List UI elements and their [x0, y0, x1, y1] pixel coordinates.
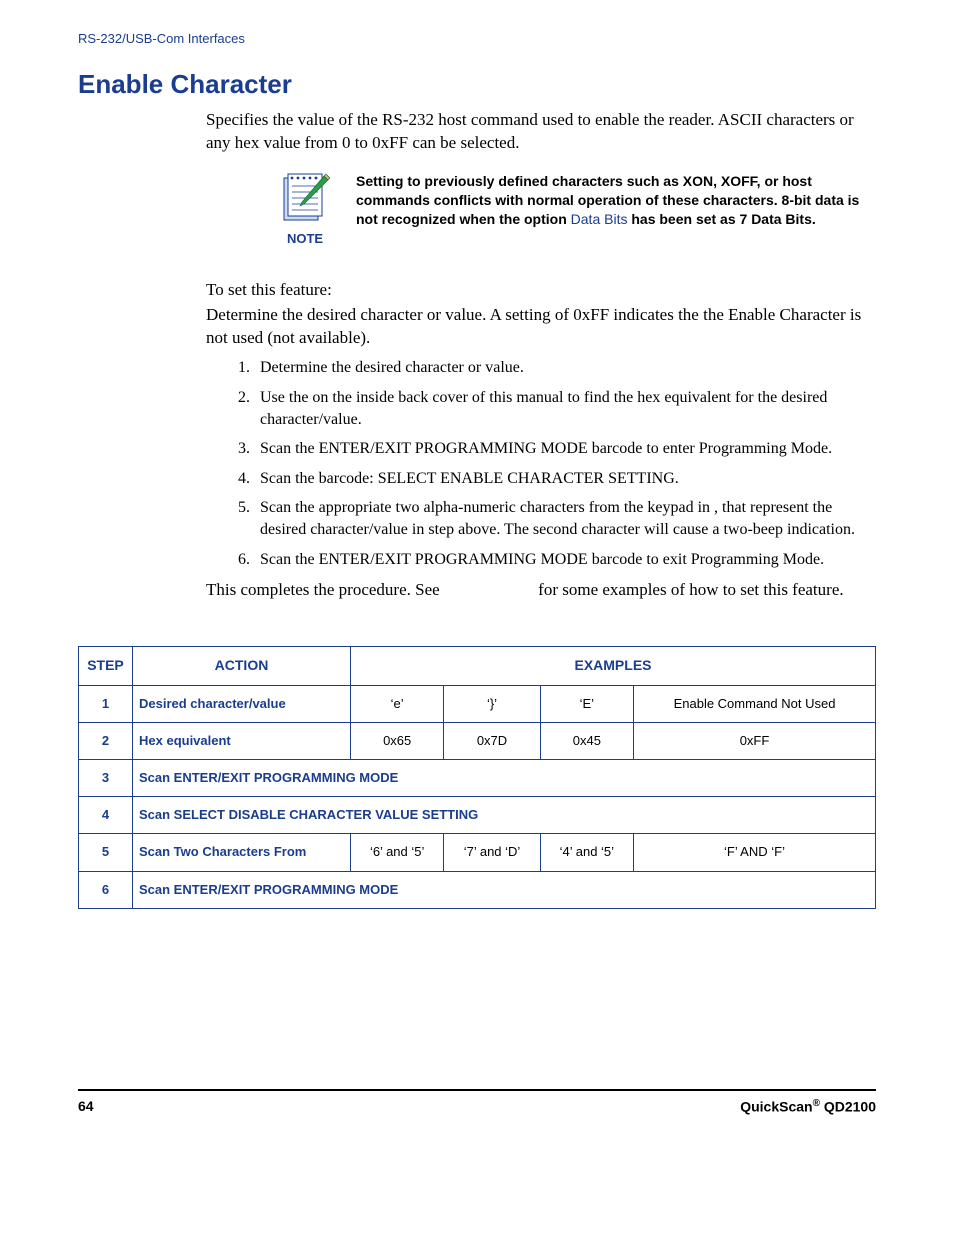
section-title: Enable Character — [78, 66, 876, 102]
step-item: Scan the ENTER/EXIT PROGRAMMING MODE bar… — [254, 549, 876, 571]
step-item: Scan the ENTER/EXIT PROGRAMMING MODE bar… — [254, 438, 876, 460]
instructions-lead2: Determine the desired character or value… — [206, 304, 876, 350]
step-item: Use the on the inside back cover of this… — [254, 387, 876, 430]
steps-list: Determine the desired character or value… — [254, 357, 876, 570]
closing-post: for some examples of how to set this fea… — [534, 580, 844, 599]
note-link-data-bits[interactable]: Data Bits — [571, 211, 628, 227]
cell-step: 4 — [79, 797, 133, 834]
instructions-block: To set this feature: Determine the desir… — [206, 279, 876, 350]
product-name-post: QD2100 — [820, 1098, 876, 1114]
cell-ex: ‘E’ — [540, 685, 633, 722]
th-action: ACTION — [133, 647, 351, 686]
notepad-icon — [278, 172, 332, 224]
note-text: Setting to previously defined characters… — [356, 172, 876, 229]
intro-paragraph: Specifies the value of the RS-232 host c… — [206, 109, 876, 155]
note-label: NOTE — [287, 230, 323, 248]
cell-step: 5 — [79, 834, 133, 871]
cell-ex: 0x65 — [351, 722, 444, 759]
th-step: STEP — [79, 647, 133, 686]
page-header-breadcrumb: RS-232/USB-Com Interfaces — [78, 30, 876, 48]
note-icon-wrap: NOTE — [278, 172, 332, 248]
th-examples: EXAMPLES — [351, 647, 876, 686]
table-row: 6 Scan ENTER/EXIT PROGRAMMING MODE — [79, 871, 876, 908]
cell-full-action: Scan ENTER/EXIT PROGRAMMING MODE — [133, 759, 876, 796]
table-row: 2 Hex equivalent 0x65 0x7D 0x45 0xFF — [79, 722, 876, 759]
product-name-pre: QuickScan — [740, 1098, 812, 1114]
table-row: 4 Scan SELECT DISABLE CHARACTER VALUE SE… — [79, 797, 876, 834]
cell-step: 6 — [79, 871, 133, 908]
closing-paragraph: This completes the procedure. See for so… — [206, 578, 876, 602]
cell-step: 2 — [79, 722, 133, 759]
cell-action: Hex equivalent — [133, 722, 351, 759]
table-row: 5 Scan Two Characters From ‘6’ and ‘5’ ‘… — [79, 834, 876, 871]
cell-ex: ‘e’ — [351, 685, 444, 722]
cell-action: Desired character/value — [133, 685, 351, 722]
page-number: 64 — [78, 1097, 94, 1117]
cell-ex: ‘F’ AND ‘F’ — [634, 834, 876, 871]
step-item: Determine the desired character or value… — [254, 357, 876, 379]
cell-step: 1 — [79, 685, 133, 722]
note-block: NOTE Setting to previously defined chara… — [278, 172, 876, 248]
cell-full-action: Scan ENTER/EXIT PROGRAMMING MODE — [133, 871, 876, 908]
cell-action: Scan Two Characters From — [133, 834, 351, 871]
instructions-lead1: To set this feature: — [206, 279, 876, 302]
table-row: 1 Desired character/value ‘e’ ‘}’ ‘E’ En… — [79, 685, 876, 722]
step-item: Scan the barcode: SELECT ENABLE CHARACTE… — [254, 468, 876, 490]
examples-table: STEP ACTION EXAMPLES 1 Desired character… — [78, 646, 876, 909]
note-text-post: has been set as 7 Data Bits. — [627, 211, 815, 227]
step-item: Scan the appropriate two alpha-numeric c… — [254, 497, 876, 540]
cell-step: 3 — [79, 759, 133, 796]
page-footer: 64 QuickScan® QD2100 — [78, 1089, 876, 1117]
cell-ex: Enable Command Not Used — [634, 685, 876, 722]
product-name: QuickScan® QD2100 — [740, 1097, 876, 1117]
cell-ex: ‘7’ and ‘D’ — [444, 834, 540, 871]
table-row: 3 Scan ENTER/EXIT PROGRAMMING MODE — [79, 759, 876, 796]
cell-full-action: Scan SELECT DISABLE CHARACTER VALUE SETT… — [133, 797, 876, 834]
registered-mark: ® — [813, 1098, 820, 1109]
cell-ex: 0x7D — [444, 722, 540, 759]
cell-ex: 0xFF — [634, 722, 876, 759]
cell-ex: ‘6’ and ‘5’ — [351, 834, 444, 871]
cell-ex: 0x45 — [540, 722, 633, 759]
cell-ex: ‘4’ and ‘5’ — [540, 834, 633, 871]
closing-pre: This completes the procedure. See — [206, 580, 444, 599]
cell-ex: ‘}’ — [444, 685, 540, 722]
